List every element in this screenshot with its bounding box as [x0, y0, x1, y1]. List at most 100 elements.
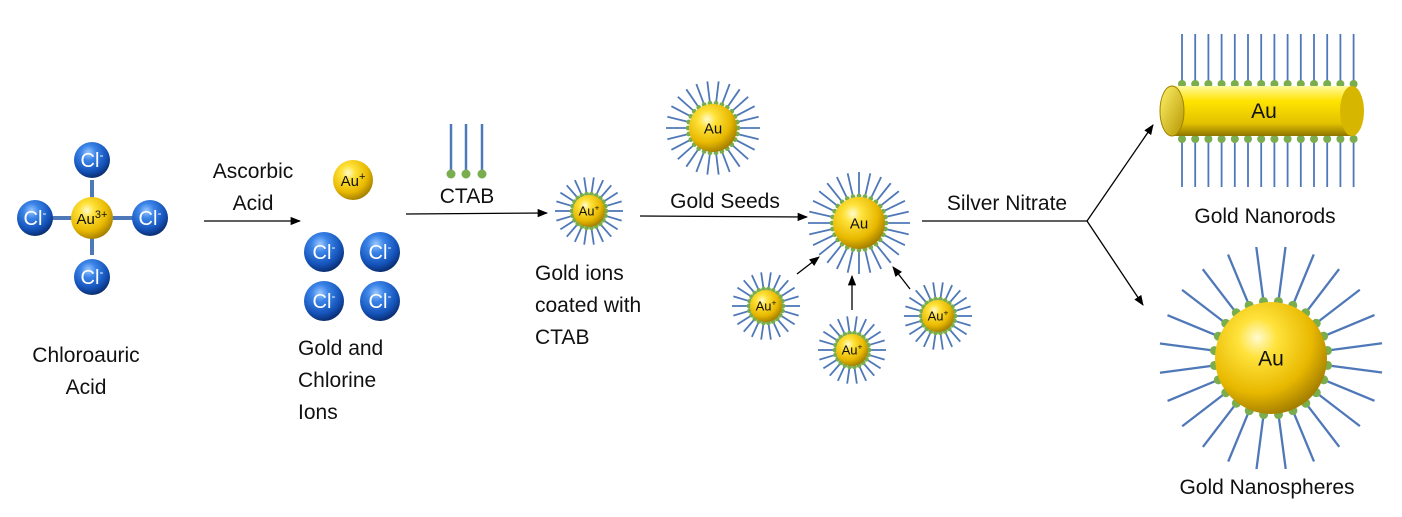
ctab-tail [1292, 254, 1315, 305]
ctab-tail [1324, 379, 1375, 402]
ctab-tail [777, 279, 789, 293]
ctab-tail [603, 191, 619, 203]
ctab-tail [863, 363, 875, 377]
ctab-tail [751, 274, 760, 291]
label-line: CTAB [535, 326, 590, 349]
ctab-tail [738, 133, 759, 141]
ctab-tail [863, 323, 875, 337]
ctab-tail [875, 182, 892, 202]
ctab-tail [603, 219, 619, 231]
ion-symbol: Cl [81, 150, 100, 172]
ion-symbol: Au [1258, 348, 1284, 371]
ion-symbol: Cl [139, 208, 158, 230]
svg-text:Cl-: Cl- [139, 206, 162, 230]
gold-nanorod: Au [1159, 85, 1364, 137]
ctab-head [1257, 135, 1266, 143]
ion-charge: 3+ [95, 209, 108, 221]
label-gold-nanospheres: Gold Nanospheres [1179, 476, 1355, 499]
ctab-tail [1328, 364, 1383, 374]
ctab-tail [952, 324, 968, 336]
ion-charge: + [943, 307, 948, 317]
ctab-tail [590, 228, 595, 245]
label-gold-nanorods: Gold Nanorods [1194, 205, 1336, 228]
nanorod-end [1340, 86, 1364, 136]
arrow-seed-right [892, 266, 911, 290]
ctab-tail [944, 284, 953, 301]
ctab-tail [590, 177, 595, 194]
ctab-coated-particle: Au [808, 172, 910, 274]
svg-text:Cl-: Cl- [313, 240, 336, 264]
ctab-tail [812, 200, 835, 212]
ctab-tail [826, 182, 843, 202]
ctab-head [1270, 135, 1279, 143]
ctab-tail [780, 314, 796, 326]
ctab-tail [886, 228, 909, 236]
ion-symbol: Cl [81, 267, 100, 289]
ctab-tail [818, 190, 838, 207]
chloride-ion [360, 281, 400, 321]
ctab-tail [670, 105, 691, 117]
nanorod-au-label: Au [1251, 100, 1277, 123]
ctab-surfactant-group [1178, 34, 1358, 187]
label-line: Gold ions [535, 262, 624, 285]
ctab-tail [677, 144, 695, 160]
svg-text:Cl-: Cl- [369, 289, 392, 313]
ion-symbol: Au [850, 215, 868, 232]
particle-label: Au [704, 120, 722, 137]
ctab-tail [595, 179, 604, 196]
ctab-tail [846, 367, 851, 384]
ion-charge: - [331, 289, 335, 303]
ctab-head [1283, 135, 1292, 143]
ctab-tail [880, 190, 900, 207]
svg-text:Au3+: Au3+ [77, 209, 108, 228]
ctab-tail [939, 333, 944, 350]
ctab-tail [905, 305, 921, 312]
ctab-coated-particle: Au+ [555, 177, 623, 245]
ctab-tail [955, 320, 971, 327]
particle-label: Au+ [756, 297, 777, 313]
ctab-tail [869, 354, 885, 361]
label-line: Acid [232, 192, 274, 215]
ctab-tail [1305, 268, 1341, 313]
ctab-tail [866, 358, 882, 370]
gold-core [573, 195, 605, 227]
ctab-tail [1305, 403, 1341, 448]
ctab-head [1178, 135, 1186, 143]
chloride-ion [132, 200, 168, 236]
gold-core [1215, 302, 1327, 414]
ctab-tail [1324, 313, 1375, 337]
ctab-tail [606, 200, 622, 207]
gold-core [922, 300, 954, 332]
ion-charge: - [157, 206, 161, 220]
ctab-tail [846, 316, 851, 333]
ion-symbol: Au [928, 309, 944, 324]
ctab-tail [731, 96, 749, 112]
ctab-tail [869, 339, 885, 346]
particle-label: Au+ [928, 307, 949, 323]
ctab-tail [905, 320, 921, 327]
ctab-tail [1181, 392, 1226, 428]
gold-ion-3plus [71, 197, 113, 239]
ctab-tail [1181, 288, 1226, 324]
ctab-tail [667, 133, 688, 141]
reaction-arrows [204, 124, 1154, 310]
ion-symbol: Au [579, 204, 595, 219]
ctab-tail [883, 234, 906, 246]
ctab-tail [670, 139, 691, 151]
ctab-tail [915, 289, 927, 303]
ctab-tail [767, 323, 772, 340]
ctab-tail [559, 191, 575, 203]
ctab-coated-particle: Au+ [818, 316, 886, 384]
ctab-tail [1201, 403, 1237, 448]
ctab-tail [932, 282, 937, 299]
gold-ion-plus [333, 160, 373, 200]
ctab-tail [583, 177, 588, 194]
chloride-ion [17, 200, 53, 236]
ctab-tail [822, 358, 838, 370]
ctab-head [1217, 135, 1226, 143]
ctab-tail [760, 272, 765, 289]
arrow-gold-seeds [639, 212, 809, 222]
label-line: Ascorbic [212, 160, 294, 183]
